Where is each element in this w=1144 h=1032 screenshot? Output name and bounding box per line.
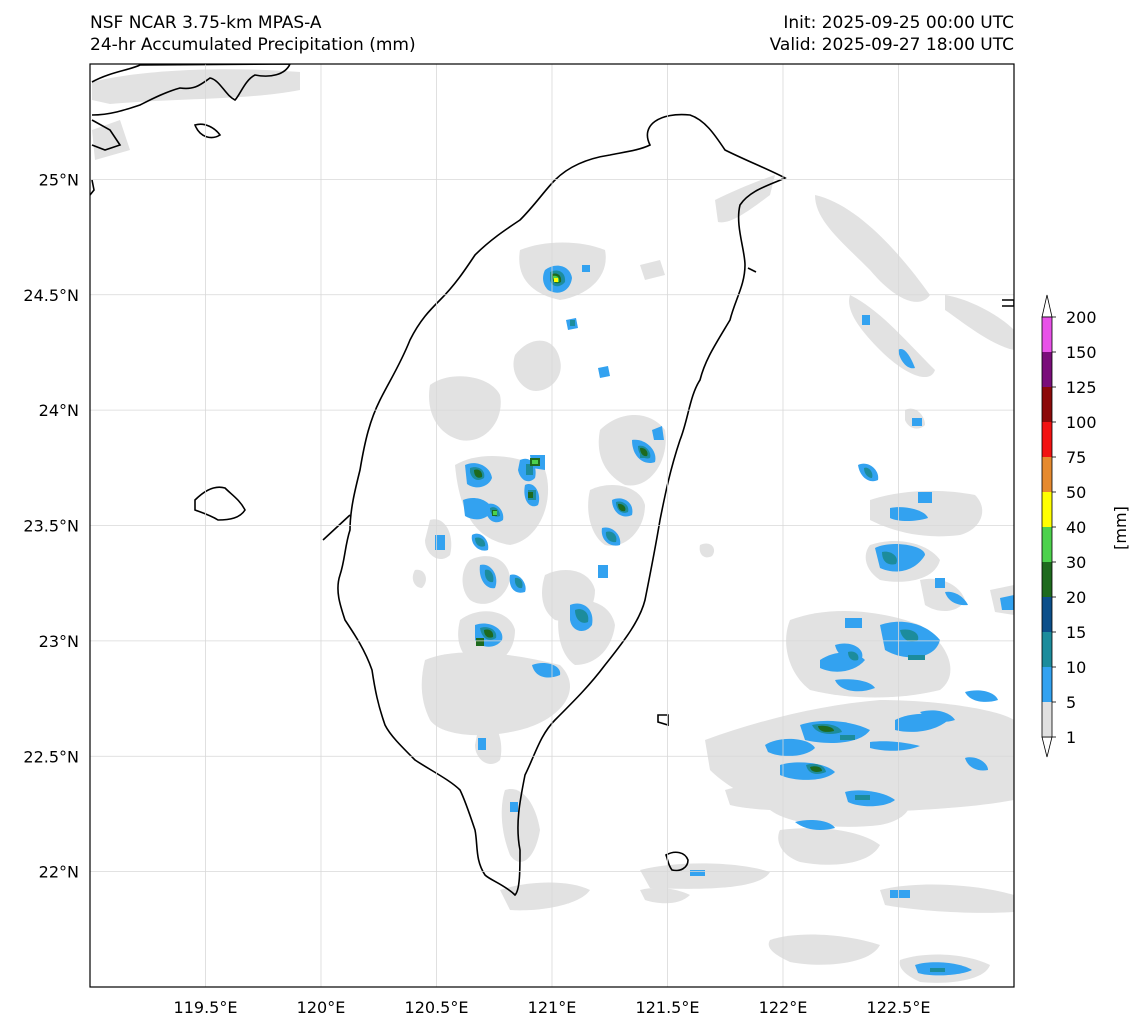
lat-tick-label: 23°N xyxy=(39,632,79,651)
lon-tick-label: 122°E xyxy=(759,998,808,1017)
lon-tick-label: 122.5°E xyxy=(867,998,931,1017)
colorbar-swatch xyxy=(1042,667,1052,702)
colorbar-level-label: 30 xyxy=(1066,553,1086,572)
colorbar-level-label: 5 xyxy=(1066,693,1076,712)
lon-tick-label: 120°E xyxy=(297,998,346,1017)
colorbar-level-label: 1 xyxy=(1066,728,1076,747)
lat-tick-label: 24.5°N xyxy=(23,286,79,305)
lon-tick-label: 121.5°E xyxy=(636,998,700,1017)
lat-tick-label: 22°N xyxy=(39,863,79,882)
lon-tick-label: 120.5°E xyxy=(405,998,469,1017)
colorbar-level-label: 50 xyxy=(1066,483,1086,502)
colorbar-swatch xyxy=(1042,597,1052,632)
lon-tick-label: 119.5°E xyxy=(174,998,238,1017)
lat-tick-label: 23.5°N xyxy=(23,517,79,536)
colorbar-level-label: 75 xyxy=(1066,448,1086,467)
precip-layer xyxy=(90,64,1014,983)
green-island xyxy=(657,714,669,727)
colorbar-swatch xyxy=(1042,562,1052,597)
lat-tick-label: 25°N xyxy=(39,170,79,189)
field-title: 24-hr Accumulated Precipitation (mm) xyxy=(90,35,416,55)
colorbar-level-label: 20 xyxy=(1066,588,1086,607)
colorbar-level-label: 200 xyxy=(1066,308,1097,327)
map-frame xyxy=(89,63,1015,988)
colorbar-extend-min xyxy=(1041,736,1053,758)
colorbar-swatch xyxy=(1042,492,1052,527)
colorbar-level-label: 15 xyxy=(1066,623,1086,642)
colorbar-swatch xyxy=(1042,317,1052,352)
latitude-labels: 25°N 24.5°N 24°N 23.5°N 23°N 22.5°N 22°N xyxy=(23,170,79,881)
valid-time: Valid: 2025-09-27 18:00 UTC xyxy=(769,35,1014,55)
colorbar-unit-label: [mm] xyxy=(1111,506,1130,550)
colorbar-swatch xyxy=(1042,527,1052,562)
colorbar-level-label: 125 xyxy=(1066,378,1097,397)
colorbar-level-label: 40 xyxy=(1066,518,1086,537)
lat-tick-label: 24°N xyxy=(39,401,79,420)
init-time: Init: 2025-09-25 00:00 UTC xyxy=(783,13,1014,33)
longitude-labels: 119.5°E 120°E 120.5°E 121°E 121.5°E 122°E 122.… xyxy=(174,998,931,1017)
gridlines xyxy=(90,64,1014,987)
colorbar-swatch xyxy=(1042,422,1052,457)
colorbar-swatch xyxy=(1042,457,1052,492)
orchid-island xyxy=(664,851,689,872)
colorbar-swatch xyxy=(1042,702,1052,737)
colorbar-swatch xyxy=(1042,387,1052,422)
colorbar-extend-max xyxy=(1041,294,1053,318)
lon-tick-label: 121°E xyxy=(528,998,577,1017)
model-title: NSF NCAR 3.75-km MPAS-A xyxy=(90,13,322,33)
penghu-islands xyxy=(194,486,246,521)
colorbar-swatch xyxy=(1042,632,1052,667)
colorbar-level-label: 100 xyxy=(1066,413,1097,432)
colorbar-level-label: 150 xyxy=(1066,343,1097,362)
colorbar-swatch xyxy=(1042,352,1052,387)
lat-tick-label: 22.5°N xyxy=(23,747,79,766)
colorbar-level-label: 10 xyxy=(1066,658,1086,677)
